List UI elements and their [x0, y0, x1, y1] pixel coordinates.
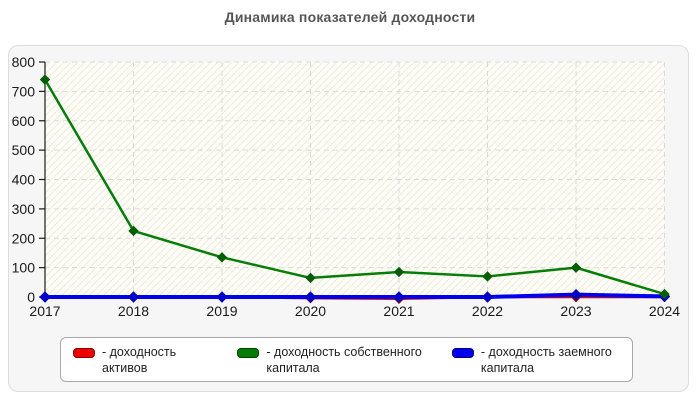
legend-swatch-blue: [451, 348, 474, 358]
series-borrowed: [39, 288, 671, 303]
svg-text:2017: 2017: [29, 303, 60, 319]
svg-text:100: 100: [12, 260, 36, 276]
svg-text:2021: 2021: [383, 303, 414, 319]
svg-text:700: 700: [12, 83, 36, 99]
svg-text:200: 200: [12, 230, 36, 246]
svg-text:800: 800: [12, 54, 36, 70]
svg-text:300: 300: [12, 201, 36, 217]
svg-text:2023: 2023: [560, 303, 591, 319]
gridlines: [45, 61, 665, 297]
x-axis-labels: 2017 2018 2019 2020 2021 2022 2023 2024: [29, 303, 680, 319]
svg-text:600: 600: [12, 113, 36, 129]
svg-text:500: 500: [12, 142, 36, 158]
series-equity: [39, 74, 670, 300]
svg-text:400: 400: [12, 172, 36, 188]
legend-label: - доходность собственного капитала: [266, 345, 422, 375]
legend-label: - доходность активов: [102, 345, 177, 375]
legend-item-assets: - доходность активов: [73, 345, 211, 376]
svg-text:2022: 2022: [472, 303, 503, 319]
svg-text:2020: 2020: [295, 303, 326, 319]
legend-item-borrowed: - доходность заемного капитала: [451, 345, 624, 376]
svg-text:2024: 2024: [649, 303, 680, 319]
legend-swatch-green: [237, 348, 260, 358]
chart-title: Динамика показателей доходности: [224, 9, 476, 25]
legend-item-equity: - доходность собственного капитала: [237, 345, 425, 376]
svg-text:0: 0: [27, 289, 35, 305]
svg-text:2018: 2018: [118, 303, 149, 319]
legend-swatch-red: [73, 348, 95, 358]
y-axis-labels: 0 100 200 300 400 500 600 700 800: [12, 54, 36, 305]
svg-text:2019: 2019: [206, 303, 237, 319]
legend-label: - доходность заемного капитала: [480, 345, 612, 375]
chart-legend: - доходность активов - доходность собств…: [60, 337, 633, 382]
